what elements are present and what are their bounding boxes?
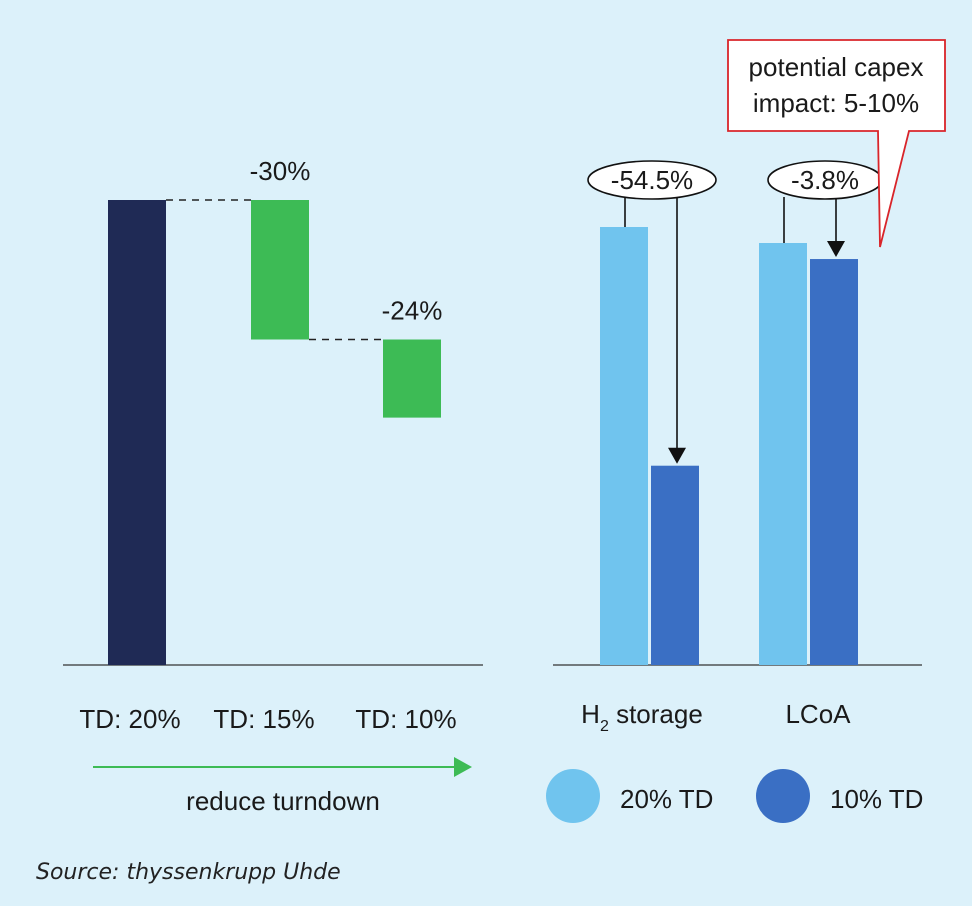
bar-lcoa-20-td (759, 243, 807, 665)
change-arrow-head-0 (668, 447, 686, 464)
change-label-1: -3.8% (791, 165, 859, 195)
waterfall-category-label-1: TD: 15% (213, 704, 314, 734)
legend-label-10-td: 10% TD (830, 784, 923, 814)
legend-marker-20-td (546, 769, 600, 823)
waterfall-data-label-1: -30% (250, 156, 311, 186)
change-arrow-head-1 (827, 241, 845, 258)
waterfall-bar-reduction-1 (251, 200, 309, 340)
waterfall-bar-baseline (108, 200, 166, 665)
waterfall-category-label-2: TD: 10% (355, 704, 456, 734)
legend-marker-10-td (756, 769, 810, 823)
grouped-category-label-1: LCoA (785, 699, 851, 729)
callout-text-line-2: impact: 5-10% (753, 88, 919, 118)
callout-text-line-1: potential capex (749, 52, 924, 82)
legend-label-20-td: 20% TD (620, 784, 713, 814)
bar-lcoa-10-td (810, 259, 858, 665)
grouped-category-label-0: H2 storage (581, 699, 703, 735)
waterfall-data-label-2: -24% (382, 296, 443, 326)
change-label-0: -54.5% (611, 165, 693, 195)
bar-h-20-td (600, 227, 648, 665)
reduce-turndown-arrow-head (454, 757, 472, 777)
capex-callout-box (727, 39, 946, 248)
source-note: Source: thyssenkrupp Uhde (36, 860, 341, 885)
waterfall-category-label-0: TD: 20% (79, 704, 180, 734)
bar-h-10-td (651, 465, 699, 665)
change-label-bubble-0 (587, 160, 717, 200)
reduce-turndown-label: reduce turndown (186, 786, 380, 816)
waterfall-bar-reduction-2 (383, 339, 441, 418)
